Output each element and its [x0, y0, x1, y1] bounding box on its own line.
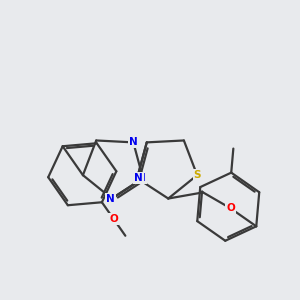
Text: N: N [137, 173, 146, 183]
Text: N: N [129, 137, 138, 147]
Text: O: O [226, 203, 235, 213]
Text: O: O [109, 214, 118, 224]
Text: S: S [194, 170, 201, 180]
Text: N: N [134, 173, 143, 183]
Text: N: N [106, 194, 115, 203]
